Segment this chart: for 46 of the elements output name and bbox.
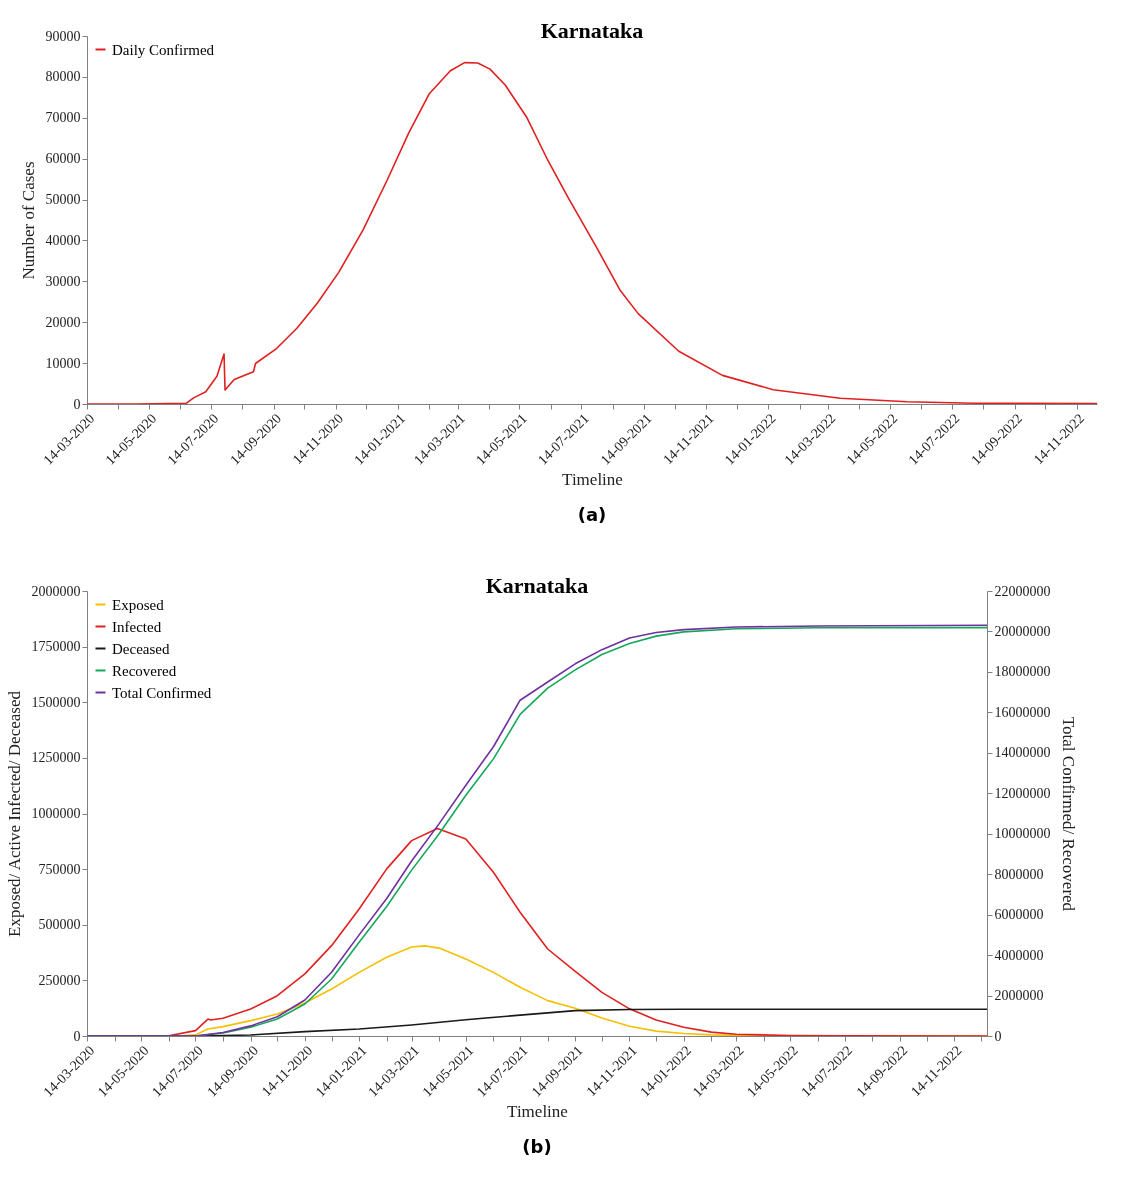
text: (b) — [522, 1136, 552, 1157]
y-tick-label: 70000 — [45, 110, 81, 126]
y-tick-label: 30000 — [45, 273, 81, 289]
y-tick-label: 50000 — [45, 192, 81, 208]
y-tick-label: 10000 — [45, 355, 81, 371]
y-tick-label: 250000 — [38, 972, 81, 988]
y-axis-title: Number of Cases — [18, 161, 38, 280]
y-tick-label: 40000 — [45, 232, 81, 248]
y-tick-label: 2000000 — [31, 583, 81, 599]
legend-label: Exposed — [112, 596, 165, 613]
y2-tick-label: 22000000 — [994, 583, 1051, 599]
y2-tick-label: 2000000 — [994, 988, 1044, 1004]
y2-tick-label: 20000000 — [994, 623, 1051, 639]
legend-label: Deceased — [112, 640, 170, 657]
y2-tick-label: 8000000 — [994, 866, 1044, 882]
y-tick-label: 500000 — [38, 917, 81, 933]
y-tick-label: 90000 — [45, 28, 81, 44]
y-tick-label: 0 — [73, 396, 81, 412]
y2-tick-label: 6000000 — [994, 907, 1044, 923]
y2-tick-label: 18000000 — [994, 664, 1051, 680]
legend-label: Recovered — [112, 662, 177, 679]
y2-tick-label: 14000000 — [994, 745, 1051, 761]
y-tick-label: 1750000 — [31, 639, 81, 655]
x-axis-title: Timeline — [562, 469, 623, 489]
y2-tick-label: 16000000 — [994, 704, 1051, 720]
legend-label: Infected — [112, 618, 162, 635]
y-tick-label: 750000 — [38, 861, 81, 877]
y-axis-title: Exposed/ Active Infected/ Deceased — [4, 690, 24, 937]
y-tick-label: 60000 — [45, 151, 81, 167]
x-axis-title: Timeline — [507, 1101, 568, 1121]
y-tick-label: 1500000 — [31, 694, 81, 710]
chart-title: Karnataka — [485, 573, 589, 598]
y-tick-label: 0 — [73, 1028, 81, 1044]
legend-label: Total Confirmed — [112, 684, 212, 701]
y2-axis-title: Total Confirmed/ Recovered — [1058, 716, 1078, 912]
y-tick-label: 20000 — [45, 314, 81, 330]
y-tick-label: 1000000 — [31, 806, 81, 821]
y-tick-label: 80000 — [45, 69, 81, 85]
y2-tick-label: 4000000 — [994, 947, 1044, 963]
y2-tick-label: 0 — [994, 1028, 1002, 1044]
legend-label: Daily Confirmed — [112, 41, 215, 58]
y2-tick-label: 12000000 — [994, 785, 1051, 801]
chart-title: Karnataka — [540, 18, 644, 43]
y-tick-label: 1250000 — [31, 750, 81, 766]
y2-tick-label: 10000000 — [994, 826, 1051, 842]
text: (a) — [577, 504, 607, 525]
